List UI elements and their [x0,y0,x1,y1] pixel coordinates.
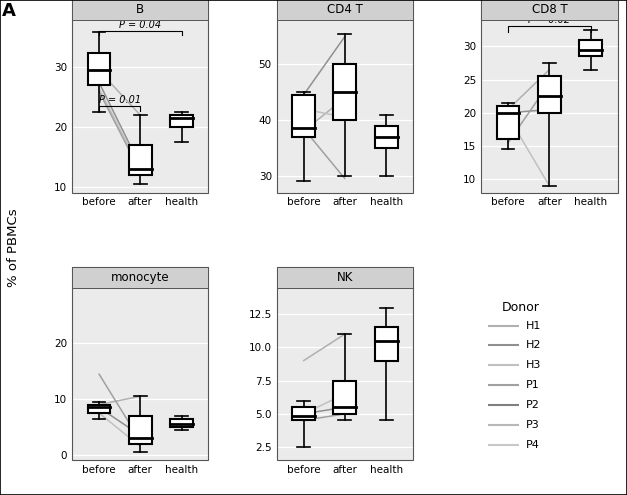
Bar [129,145,152,175]
Text: P = 0.04: P = 0.04 [119,20,161,30]
Bar [375,328,398,361]
Text: P = 0.02: P = 0.02 [529,15,571,25]
Text: B: B [136,3,144,16]
Text: % of PBMCs: % of PBMCs [8,208,20,287]
Bar [72,267,208,288]
Bar [334,381,356,414]
Bar [129,416,152,444]
Text: P2: P2 [526,400,540,410]
Bar [482,0,618,193]
Bar [277,267,413,460]
Bar [334,64,356,120]
Bar [277,0,413,20]
Text: A: A [2,2,16,20]
Bar [538,76,561,113]
Bar [375,126,398,148]
Bar [497,106,519,140]
Text: Donor: Donor [502,301,540,314]
Bar [72,0,208,193]
Bar [171,419,193,427]
Text: CD4 T: CD4 T [327,3,363,16]
Text: H2: H2 [526,341,542,350]
Bar [292,407,315,420]
Text: monocyte: monocyte [111,271,170,284]
Bar [171,115,193,127]
Text: H1: H1 [526,321,542,331]
Bar [277,267,413,288]
Bar [482,0,618,20]
Bar [88,404,110,413]
Bar [292,95,315,137]
Bar [88,52,110,85]
Text: P4: P4 [526,440,540,450]
Text: H3: H3 [526,360,542,370]
Bar [277,0,413,193]
Bar [72,0,208,20]
Text: P3: P3 [526,420,540,430]
Text: CD8 T: CD8 T [532,3,567,16]
Text: P = 0.01: P = 0.01 [98,96,140,105]
Text: NK: NK [337,271,353,284]
Bar [579,40,602,56]
Text: P1: P1 [526,380,540,390]
Bar [72,267,208,460]
